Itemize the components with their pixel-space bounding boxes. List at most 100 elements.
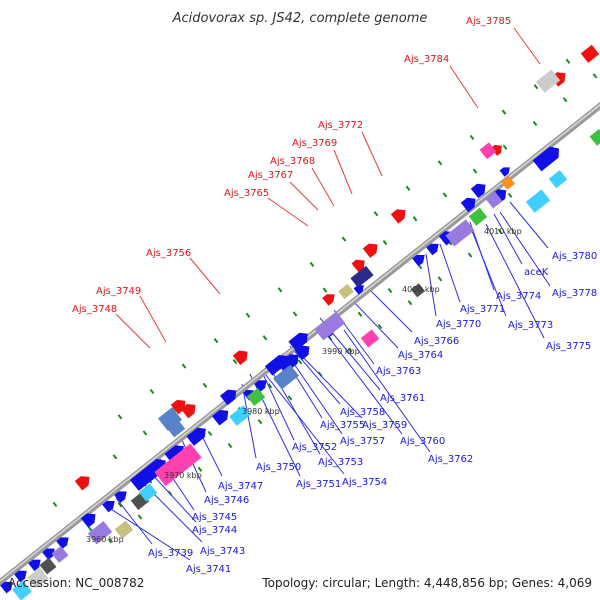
violet-block xyxy=(485,191,503,209)
forward-gene-label[interactable]: Ajs_3752 xyxy=(292,442,337,453)
leader-line xyxy=(351,299,399,349)
gene-features xyxy=(0,44,600,600)
gene-block xyxy=(51,546,69,563)
tick-dot xyxy=(262,335,268,341)
gene-block xyxy=(525,189,551,213)
leader-line xyxy=(369,289,413,333)
forward-gene-label[interactable]: Ajs_3750 xyxy=(256,462,301,473)
gene-arrow xyxy=(80,513,96,528)
tick-dot xyxy=(373,211,379,217)
tick-dot xyxy=(287,395,293,401)
forward-gene-label[interactable]: Ajs_3774 xyxy=(496,291,541,302)
forward-gene-label[interactable]: Ajs_3745 xyxy=(192,512,237,523)
tick-dot xyxy=(357,311,363,317)
forward-gene-label[interactable]: Ajs_3746 xyxy=(204,495,249,506)
reverse-gene-label[interactable]: Ajs_3767 xyxy=(248,170,293,181)
tick-dot xyxy=(472,168,478,174)
forward-gene-label[interactable]: Ajs_3747 xyxy=(218,481,263,492)
leader-line xyxy=(115,497,153,545)
forward-gene-label[interactable]: Ajs_3766 xyxy=(414,336,459,347)
forward-gene-label[interactable]: Ajs_3760 xyxy=(400,436,445,447)
forward-gene-label[interactable]: Ajs_3778 xyxy=(552,288,597,299)
label-leader-lines xyxy=(99,27,551,561)
gene-arrow xyxy=(460,197,476,213)
forward-gene-label[interactable]: Ajs_3780 xyxy=(552,251,597,262)
gene-block xyxy=(445,219,475,247)
forward-gene-label[interactable]: aceK xyxy=(524,267,549,278)
forward-gene-label[interactable]: Ajs_3755 xyxy=(320,420,365,431)
tick-dot xyxy=(149,388,155,395)
gene-arrow xyxy=(254,380,267,392)
leader-line xyxy=(99,501,191,561)
gene-block xyxy=(166,419,186,438)
violet-block xyxy=(445,219,475,247)
reverse-gene-label[interactable]: Ajs_3756 xyxy=(146,248,191,259)
forward-gene-label[interactable]: Ajs_3743 xyxy=(200,546,245,557)
forward-gene-label[interactable]: Ajs_3757 xyxy=(340,436,385,447)
forward-gene xyxy=(212,409,229,426)
gene-arrow xyxy=(351,259,365,273)
tick-dot xyxy=(117,414,123,420)
tick-dot xyxy=(565,58,571,64)
forward-gene-label[interactable]: Ajs_3761 xyxy=(380,393,425,404)
forward-gene xyxy=(532,146,559,172)
forward-gene-label[interactable]: Ajs_3775 xyxy=(546,341,591,352)
forward-gene-label[interactable]: Ajs_3741 xyxy=(186,564,231,575)
forward-gene-label[interactable]: Ajs_3773 xyxy=(508,320,553,331)
violet-block xyxy=(314,311,346,341)
leader-line xyxy=(499,211,551,287)
leader-line xyxy=(241,383,257,459)
cyan-block xyxy=(548,170,568,189)
forward-gene-label[interactable]: Ajs_3739 xyxy=(148,548,193,559)
tick-dot xyxy=(117,502,123,508)
leader-line xyxy=(189,257,221,295)
forward-gene xyxy=(164,445,184,464)
gene-block xyxy=(479,142,497,160)
leader-line xyxy=(439,243,461,303)
tick-dot xyxy=(137,514,143,520)
forward-gene-label[interactable]: Ajs_3753 xyxy=(318,457,363,468)
forward-gene xyxy=(0,581,13,594)
reverse-gene-label[interactable]: Ajs_3785 xyxy=(466,16,511,27)
magenta-block xyxy=(360,329,380,348)
gene-block xyxy=(410,283,426,298)
leader-line xyxy=(333,149,353,195)
leader-line xyxy=(311,167,335,207)
leader-line xyxy=(261,369,345,475)
gene-arrow xyxy=(186,427,206,446)
tick-dot xyxy=(533,84,539,90)
reverse-gene-label[interactable]: Ajs_3765 xyxy=(224,188,269,199)
reverse-gene-label[interactable]: Ajs_3784 xyxy=(404,54,449,65)
forward-gene xyxy=(470,183,486,199)
tick-dot xyxy=(142,430,148,436)
scale-label: 4000 kbp xyxy=(402,285,440,294)
tick-dot xyxy=(437,276,443,282)
reverse-gene xyxy=(180,403,196,419)
gene-labels: Ajs_3785 Ajs_3784 Ajs_3772 Ajs_3769 Ajs_3768… xyxy=(72,16,597,575)
tick-dot xyxy=(469,134,475,141)
forward-gene-label[interactable]: Ajs_3770 xyxy=(436,319,481,330)
gene-arrow xyxy=(426,243,439,256)
leader-line xyxy=(149,471,197,523)
forward-gene-label[interactable]: Ajs_3763 xyxy=(376,366,421,377)
forward-gene-label[interactable]: Ajs_3744 xyxy=(192,525,237,536)
forward-gene-label[interactable]: Ajs_3771 xyxy=(460,304,505,315)
reverse-gene-label[interactable]: Ajs_3768 xyxy=(270,156,315,167)
grey-block xyxy=(535,69,561,93)
forward-gene-label[interactable]: Ajs_3758 xyxy=(340,407,385,418)
reverse-gene-label[interactable]: Ajs_3772 xyxy=(318,120,363,131)
reverse-gene-label[interactable]: Ajs_3748 xyxy=(72,304,117,315)
forward-gene-label[interactable]: Ajs_3751 xyxy=(296,479,341,490)
gene-arrow xyxy=(294,345,310,360)
reverse-gene xyxy=(362,243,378,258)
reverse-gene-label[interactable]: Ajs_3749 xyxy=(96,286,141,297)
reverse-gene xyxy=(232,350,248,366)
gene-arrow xyxy=(532,146,559,172)
forward-gene xyxy=(28,559,41,572)
forward-gene-label[interactable]: Ajs_3754 xyxy=(342,477,387,488)
forward-gene-label[interactable]: Ajs_3764 xyxy=(398,350,443,361)
forward-gene-label[interactable]: Ajs_3762 xyxy=(428,454,473,465)
forward-gene-label[interactable]: Ajs_3759 xyxy=(362,420,407,431)
tick-dot xyxy=(532,120,538,127)
reverse-gene-label[interactable]: Ajs_3769 xyxy=(292,138,337,149)
